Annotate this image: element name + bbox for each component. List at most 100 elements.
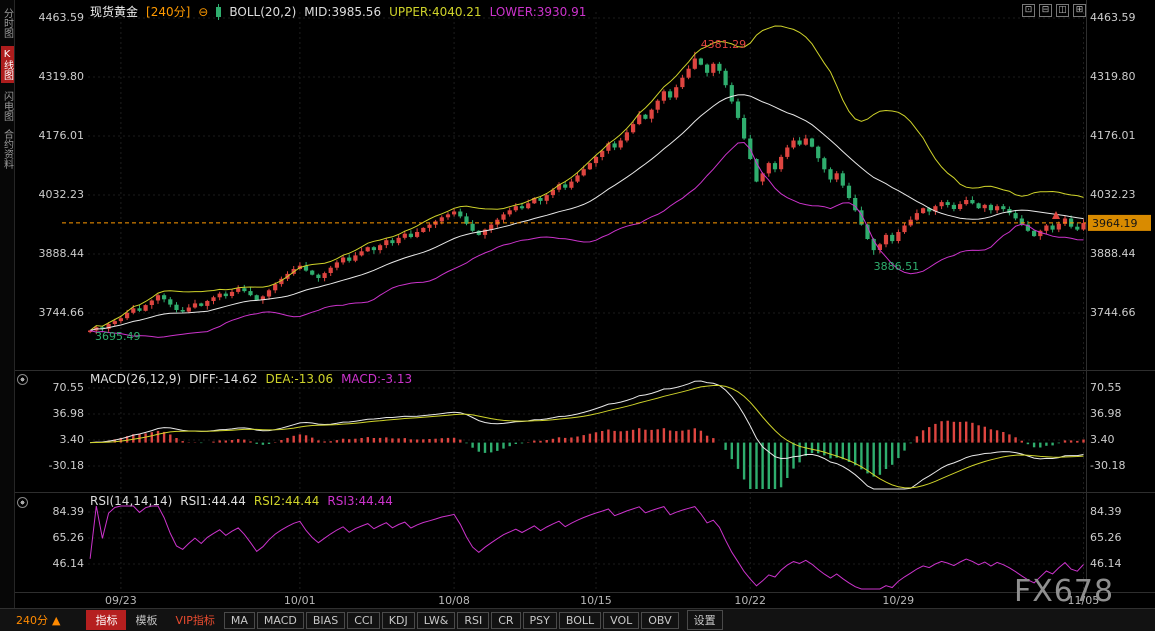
indicator-button-boll[interactable]: BOLL [558, 611, 602, 629]
macd-macd-value: MACD:-3.13 [341, 372, 413, 386]
interval-selector[interactable]: 240分 ▲ [16, 612, 60, 628]
rsi-panel-toggle-icon[interactable] [17, 497, 28, 508]
macd-params: MACD(26,12,9) [90, 372, 182, 386]
axis-label: 4319.80 [1090, 70, 1136, 83]
axis-label: 4032.23 [38, 187, 85, 201]
sidebar-item-flash-chart[interactable]: 闪电图 [1, 91, 13, 121]
tab-indicators[interactable]: 指标 [86, 610, 127, 630]
axis-label: -30.18 [48, 458, 84, 472]
layout-horizontal-split-icon[interactable]: ⊟ [1039, 4, 1052, 17]
macd-diff-value: DIFF:-14.62 [189, 372, 258, 386]
axis-label: 84.39 [52, 504, 85, 518]
axis-label: 46.14 [52, 557, 85, 570]
x-axis-label: 11/05 [1067, 594, 1100, 607]
axis-label: 65.26 [1090, 531, 1122, 544]
axis-label: 36.98 [52, 406, 85, 420]
axis-label: 70.55 [52, 380, 85, 394]
boll-lower-value: LOWER:3930.91 [489, 4, 587, 19]
axis-label: 65.26 [52, 531, 85, 544]
axis-label: 3.40 [1090, 432, 1115, 446]
chevron-up-icon: ▲ [52, 613, 61, 627]
rsi3-value: RSI3:44.44 [327, 494, 393, 508]
axis-label: 4032.23 [1090, 187, 1136, 201]
layout-vertical-split-icon[interactable]: ◫ [1056, 4, 1069, 17]
boll-mid-value: MID:3985.56 [304, 4, 382, 19]
axis-label: 70.55 [1090, 380, 1122, 394]
axis-label: 3888.44 [38, 247, 85, 260]
settings-button[interactable]: 设置 [686, 610, 723, 630]
axis-label: 3.40 [59, 432, 85, 446]
sidebar-item-time-chart[interactable]: 分时图 [1, 8, 13, 38]
axis-label: 4176.01 [1090, 129, 1136, 142]
axis-label: 3744.66 [38, 305, 85, 319]
chart-legend: 现货黄金 [240分] ⊖ BOLL(20,2) MID:3985.56 UPP… [90, 3, 586, 20]
interval-value: 240分 [16, 614, 48, 627]
axis-label: 3888.44 [1090, 247, 1136, 260]
layout-grid-icon[interactable]: ⊞ [1073, 4, 1086, 17]
x-axis-label: 10/29 [882, 594, 915, 607]
candlestick-series [88, 51, 1086, 335]
x-axis-label: 10/01 [283, 594, 316, 607]
indicator-button-cr[interactable]: CR [491, 611, 521, 629]
sidebar-item-kline-chart[interactable]: K线图 [0, 46, 14, 83]
watermark-fx678: FX678 [1014, 574, 1115, 609]
window-layout-controls: ⊡ ⊟ ◫ ⊞ [1022, 4, 1086, 17]
indicator-button-bias[interactable]: BIAS [305, 611, 346, 629]
axis-label: 46.14 [1090, 557, 1122, 570]
tab-vip-indicators[interactable]: VIP指标 [175, 614, 215, 627]
macd-dea-value: DEA:-13.06 [265, 372, 334, 386]
symbol-name: 现货黄金 [90, 5, 139, 19]
boll-upper-value: UPPER:4040.21 [389, 4, 482, 19]
candle-style-icon[interactable] [216, 3, 222, 20]
indicator-button-vol[interactable]: VOL [603, 611, 640, 629]
indicator-button-macd[interactable]: MACD [256, 611, 304, 629]
indicator-button-cci[interactable]: CCI [347, 611, 380, 629]
axis-label: 4319.80 [38, 70, 85, 83]
rsi1-value: RSI1:44.44 [180, 494, 246, 508]
left-sidebar: 分时图 K线图闪电图合约资料 [0, 0, 15, 609]
remove-indicator-icon[interactable]: ⊖ [198, 4, 209, 19]
rsi-line [89, 505, 1084, 590]
indicator-button-lw[interactable]: LW& [416, 611, 456, 629]
axis-label: 84.39 [1090, 504, 1122, 518]
axis-label: 3744.66 [1090, 305, 1136, 319]
x-axis-label: 10/15 [580, 594, 612, 607]
price-annotations: 4381.29 3886.51 3695.49 [95, 38, 919, 343]
svg-text:4381.29: 4381.29 [701, 38, 747, 51]
axis-label: 4463.59 [1090, 11, 1136, 24]
indicator-button-obv[interactable]: OBV [641, 611, 679, 629]
x-axis-label: 10/08 [438, 594, 470, 607]
current-price-line: 3964.19 [62, 211, 1151, 231]
macd-histogram [95, 420, 1085, 489]
layout-single-icon[interactable]: ⊡ [1022, 4, 1035, 17]
rsi-params: RSI(14,14,14) [90, 494, 173, 508]
macd-panel-toggle-icon[interactable] [17, 374, 28, 385]
axis-label: 36.98 [1090, 406, 1122, 420]
indicator-button-psy[interactable]: PSY [522, 611, 557, 629]
svg-text:3964.19: 3964.19 [1092, 217, 1138, 230]
axis-label: 4176.01 [38, 129, 85, 142]
bollinger-bands [89, 25, 1084, 338]
indicator-button-rsi[interactable]: RSI [457, 611, 490, 629]
sidebar-item-contract-info[interactable]: 合约资料 [1, 129, 13, 169]
svg-text:3886.51: 3886.51 [874, 260, 920, 273]
macd-lines [90, 380, 1084, 490]
tab-templates[interactable]: 模板 [135, 614, 158, 627]
panel-separators [14, 0, 1155, 593]
x-axis-label: 10/22 [734, 594, 767, 607]
axis-label: -30.18 [1090, 458, 1126, 472]
indicator-button-ma[interactable]: MA [223, 611, 255, 629]
svg-text:3695.49: 3695.49 [95, 330, 141, 343]
toolbar-tabs: 指标 模板 VIP指标 [86, 610, 223, 630]
interval-badge: [240分] [146, 5, 191, 19]
last-candle-marker [1052, 211, 1060, 219]
indicator-button-kdj[interactable]: KDJ [381, 611, 415, 629]
macd-legend: MACD(26,12,9) DIFF:-14.62 DEA:-13.06 MAC… [90, 372, 412, 386]
x-axis-label: 09/23 [104, 594, 137, 607]
indicator-buttons: MA MACD BIAS CCI KDJ LW& RSI CR PSY BOLL VOL OBV [223, 611, 681, 629]
rsi2-value: RSI2:44.44 [253, 494, 320, 508]
axis-label: 4463.59 [38, 11, 85, 24]
boll-params: BOLL(20,2) [229, 4, 297, 19]
